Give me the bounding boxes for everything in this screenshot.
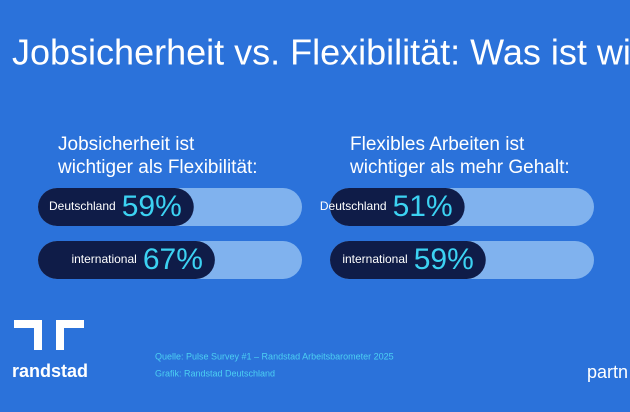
value-label: 51% [393,190,453,223]
logo-mark [14,320,84,350]
bar [38,188,194,226]
value-label: 59% [122,190,182,223]
panel-subtitle: Jobsicherheit ist [58,134,195,155]
value-label: 67% [143,243,203,276]
panel-subtitle: Flexibles Arbeiten ist [350,134,525,155]
credit: Grafik: Randstad Deutschland [155,368,275,378]
bar [330,241,486,279]
page-title: Jobsicherheit vs. Flexibilität: Was ist … [12,32,630,73]
bar [38,241,215,279]
category-label: international [342,252,407,266]
category-label: Deutschland [320,199,387,213]
panel-subtitle: wichtiger als mehr Gehalt: [349,157,570,178]
category-label: Deutschland [49,199,116,213]
source: Quelle: Pulse Survey #1 – Randstad Arbei… [155,351,394,361]
partner-text: partn [587,362,628,382]
category-label: international [71,252,136,266]
value-label: 59% [414,243,474,276]
panel-subtitle: wichtiger als Flexibilität: [57,157,258,178]
bar [330,188,465,226]
logo-text: randstad [12,361,88,381]
